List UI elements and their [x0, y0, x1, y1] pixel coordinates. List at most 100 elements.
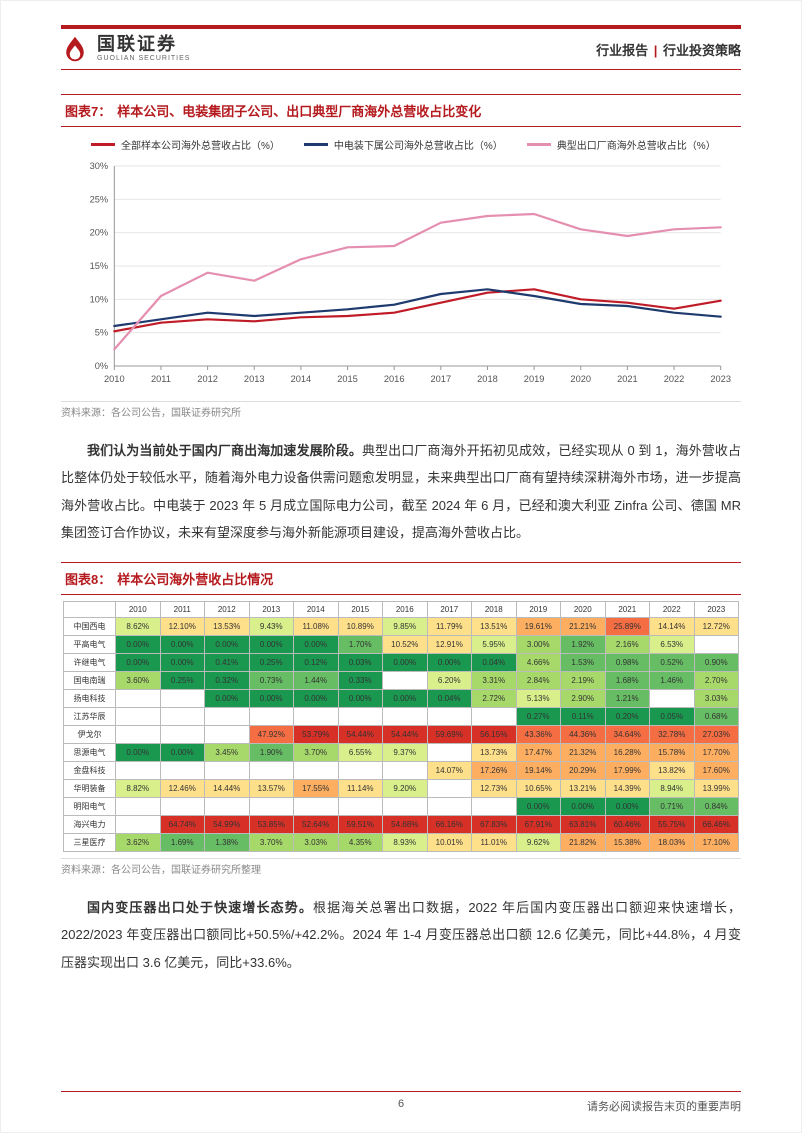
svg-text:2020: 2020 [570, 374, 591, 384]
row-name: 国电南瑞 [64, 672, 116, 690]
table-cell: 1.46% [650, 672, 695, 690]
table-cell: 6.20% [427, 672, 472, 690]
row-name: 伊戈尔 [64, 726, 116, 744]
table-cell: 0.00% [205, 690, 250, 708]
table-cell: 2.70% [694, 672, 739, 690]
svg-text:20%: 20% [90, 228, 109, 238]
table-col-header: 2015 [338, 602, 383, 618]
logo-text-cn: 国联证券 [97, 35, 190, 55]
table-cell: 27.03% [694, 726, 739, 744]
table-cell: 2.72% [472, 690, 517, 708]
table-cell: 15.38% [605, 834, 650, 852]
table-cell [160, 762, 205, 780]
table-cell: 0.00% [338, 690, 383, 708]
table-cell: 1.92% [561, 636, 606, 654]
table-cell: 21.21% [561, 618, 606, 636]
row-name: 明阳电气 [64, 798, 116, 816]
svg-text:10%: 10% [90, 294, 109, 304]
table-cell: 0.32% [205, 672, 250, 690]
table-cell: 13.82% [650, 762, 695, 780]
table-cell: 56.15% [472, 726, 517, 744]
table-cell [160, 798, 205, 816]
page-header: 国联证券 GUOLIAN SECURITIES 行业报告 | 行业投资策略 [61, 35, 741, 70]
table-cell: 3.03% [294, 834, 339, 852]
table-cell [338, 798, 383, 816]
table-cell: 66.16% [427, 816, 472, 834]
chart-legend: 全部样本公司海外总营收占比（%）中电装下属公司海外总营收占比（%）典型出口厂商海… [71, 137, 731, 152]
svg-text:2022: 2022 [664, 374, 685, 384]
table-cell: 0.00% [516, 798, 561, 816]
figure-label: 图表7： [65, 101, 111, 120]
table-cell: 12.73% [472, 780, 517, 798]
table-cell: 53.85% [249, 816, 294, 834]
table-cell [338, 762, 383, 780]
table-cell [427, 798, 472, 816]
table-cell: 32.78% [650, 726, 695, 744]
para-bold: 我们认为当前处于国内厂商出海加速发展阶段。 [87, 443, 362, 458]
table-cell: 66.46% [694, 816, 739, 834]
table-row: 明阳电气0.00%0.00%0.00%0.71%0.84% [64, 798, 739, 816]
logo-text-en: GUOLIAN SECURITIES [97, 55, 190, 63]
table-cell [160, 726, 205, 744]
table-cell: 10.01% [427, 834, 472, 852]
table-cell [116, 762, 161, 780]
svg-text:2011: 2011 [151, 374, 171, 384]
row-name: 中国西电 [64, 618, 116, 636]
row-name: 平高电气 [64, 636, 116, 654]
table-row: 思源电气0.00%0.00%3.45%1.90%3.70%6.55%9.37%1… [64, 744, 739, 762]
table-row: 三星医疗3.62%1.69%1.38%3.70%3.03%4.35%8.93%1… [64, 834, 739, 852]
row-name: 金盘科技 [64, 762, 116, 780]
table-cell: 1.70% [338, 636, 383, 654]
table-cell: 20.29% [561, 762, 606, 780]
table-cell: 8.62% [116, 618, 161, 636]
svg-text:30%: 30% [90, 161, 109, 171]
separator-icon: | [654, 43, 658, 58]
legend-label: 典型出口厂商海外总营收占比（%） [557, 137, 716, 152]
figure-title: 样本公司海外营收占比情况 [117, 569, 273, 588]
table-cell: 2.84% [516, 672, 561, 690]
body-paragraph: 我们认为当前处于国内厂商出海加速发展阶段。典型出口厂商海外开拓初见成效，已经实现… [61, 437, 741, 546]
table-cell: 55.75% [650, 816, 695, 834]
table-cell: 21.32% [561, 744, 606, 762]
table-cell: 0.00% [383, 654, 428, 672]
para-bold: 国内变压器出口处于快速增长态势。 [87, 900, 313, 915]
row-name: 江苏华辰 [64, 708, 116, 726]
table-cell: 14.14% [650, 618, 695, 636]
footer-disclaimer: 请务必阅读报告末页的重要声明 [587, 1098, 741, 1114]
table-cell: 0.11% [561, 708, 606, 726]
table-cell [249, 708, 294, 726]
table-cell: 44.36% [561, 726, 606, 744]
table-cell: 12.10% [160, 618, 205, 636]
table-cell: 0.04% [472, 654, 517, 672]
table-cell: 10.65% [516, 780, 561, 798]
table-cell: 0.03% [338, 654, 383, 672]
table-cell: 0.41% [205, 654, 250, 672]
table-cell: 63.81% [561, 816, 606, 834]
table-cell: 2.19% [561, 672, 606, 690]
figure-7: 图表7： 样本公司、电装集团子公司、出口典型厂商海外总营收占比变化 全部样本公司… [61, 94, 741, 419]
table-cell [205, 798, 250, 816]
table-row: 中国西电8.62%12.10%13.53%9.43%11.08%10.89%9.… [64, 618, 739, 636]
table-cell: 19.14% [516, 762, 561, 780]
table-cell: 0.00% [427, 654, 472, 672]
legend-swatch [527, 143, 551, 146]
table-cell: 67.83% [472, 816, 517, 834]
table-cell: 0.52% [650, 654, 695, 672]
table-cell: 3.45% [205, 744, 250, 762]
table-cell [116, 816, 161, 834]
table-cell: 0.05% [650, 708, 695, 726]
table-cell: 17.60% [694, 762, 739, 780]
table-cell: 9.85% [383, 618, 428, 636]
table-col-header: 2022 [650, 602, 695, 618]
svg-text:2017: 2017 [431, 374, 452, 384]
table-cell [116, 726, 161, 744]
table-col-header: 2021 [605, 602, 650, 618]
table-cell: 52.64% [294, 816, 339, 834]
table-row: 扬电科技0.00%0.00%0.00%0.00%0.00%0.04%2.72%5… [64, 690, 739, 708]
table-cell [294, 708, 339, 726]
svg-text:2015: 2015 [337, 374, 358, 384]
table-cell: 0.71% [650, 798, 695, 816]
table-cell: 13.57% [249, 780, 294, 798]
table-cell: 0.00% [249, 690, 294, 708]
table-cell: 0.00% [383, 690, 428, 708]
